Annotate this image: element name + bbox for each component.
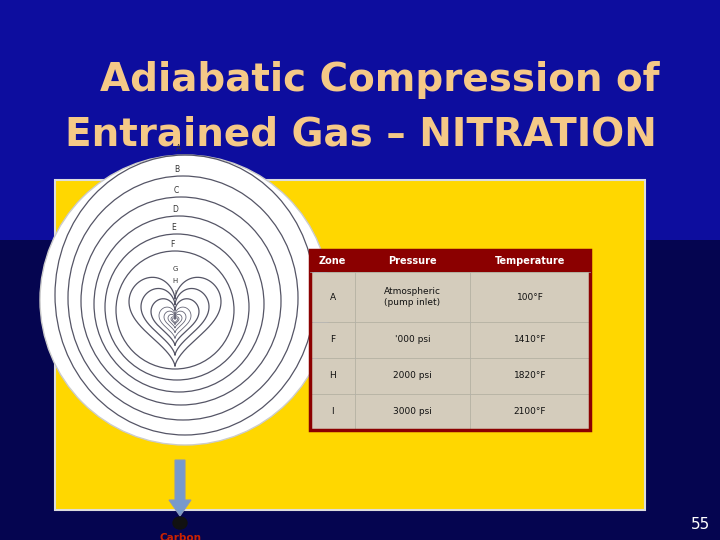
Text: Entrained Gas – NITRATION: Entrained Gas – NITRATION [65, 116, 657, 154]
Bar [310, 250, 590, 430]
Text: H: H [329, 372, 336, 381]
Text: C: C [174, 186, 179, 195]
FancyArrow shape [169, 460, 191, 516]
Text: Zone: Zone [319, 256, 346, 266]
Circle shape [40, 155, 330, 445]
Bar [470, 358, 590, 394]
Text: Adiabatic Compression of: Adiabatic Compression of [100, 61, 660, 99]
Bar [470, 322, 590, 358]
Text: B: B [175, 165, 180, 174]
Bar [310, 322, 355, 358]
Text: 2100°F: 2100°F [514, 408, 546, 416]
Text: F: F [170, 240, 174, 249]
Bar [355, 358, 470, 394]
Text: H: H [172, 278, 178, 284]
Bar [355, 250, 470, 272]
Text: Temperature: Temperature [495, 256, 565, 266]
Text: 2000 psi: 2000 psi [393, 372, 432, 381]
Text: F: F [330, 335, 335, 345]
Bar [0, 0, 720, 240]
Bar [355, 272, 470, 322]
Text: 3000 psi: 3000 psi [393, 408, 432, 416]
Text: D: D [172, 205, 178, 214]
Bar [310, 394, 355, 430]
Text: 100°F: 100°F [516, 293, 544, 301]
Text: I: I [174, 290, 176, 295]
Ellipse shape [173, 517, 187, 529]
Text: 1820°F: 1820°F [514, 372, 546, 381]
Bar [355, 322, 470, 358]
Text: I: I [331, 408, 334, 416]
Bar [310, 272, 355, 322]
Bar [55, 180, 645, 510]
Bar [310, 358, 355, 394]
Bar [470, 394, 590, 430]
Text: A: A [176, 144, 181, 153]
Text: E: E [171, 223, 176, 232]
Text: Pressure: Pressure [388, 256, 437, 266]
Bar [355, 394, 470, 430]
Text: A: A [330, 293, 336, 301]
Text: Atmospheric
(pump inlet): Atmospheric (pump inlet) [384, 287, 441, 307]
Bar [470, 272, 590, 322]
Text: Carbon
Particle: Carbon Particle [158, 533, 202, 540]
Text: 55: 55 [690, 517, 710, 532]
Text: G: G [172, 266, 178, 272]
Bar [310, 250, 355, 272]
Text: '000 psi: '000 psi [395, 335, 431, 345]
Bar [470, 250, 590, 272]
Text: 1410°F: 1410°F [514, 335, 546, 345]
